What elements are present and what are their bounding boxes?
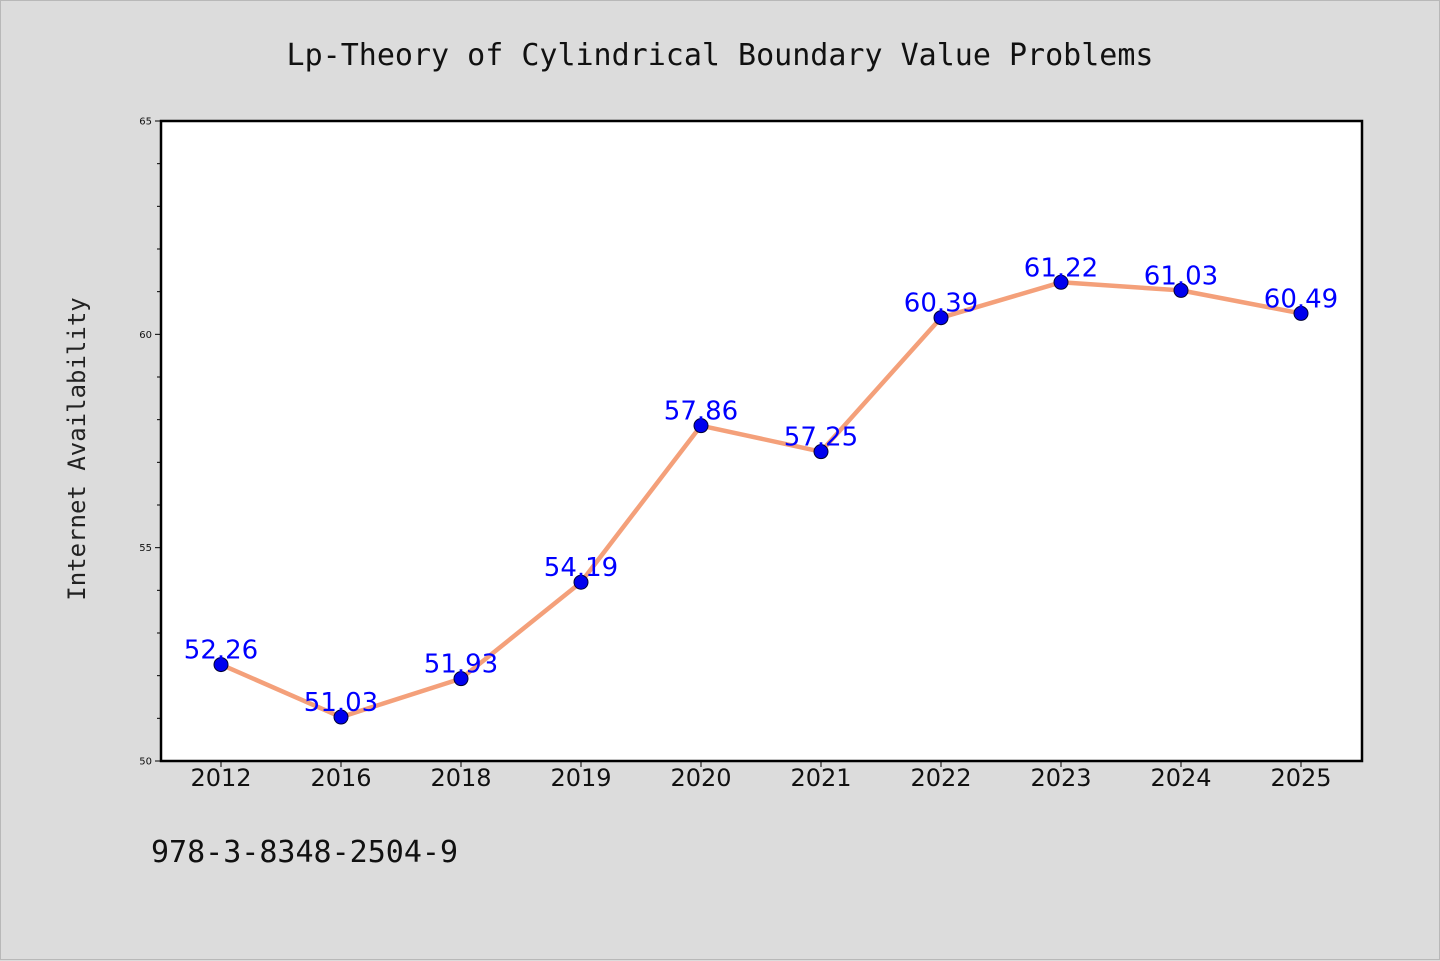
x-tick-label: 2025 xyxy=(1270,764,1331,792)
data-label: 60.49 xyxy=(1264,284,1338,314)
series-line xyxy=(218,280,1304,720)
x-tick-label: 2024 xyxy=(1150,764,1211,792)
data-label: 51.03 xyxy=(304,688,378,718)
data-label: 61.03 xyxy=(1144,261,1218,291)
data-point xyxy=(453,671,469,687)
data-label: 57.25 xyxy=(784,423,858,453)
data-point xyxy=(573,574,589,590)
data-point xyxy=(1173,282,1189,298)
data-point xyxy=(1293,305,1309,321)
data-label: 57.86 xyxy=(664,397,738,427)
data-point xyxy=(333,709,349,725)
data-point xyxy=(693,418,709,434)
data-label: 54.19 xyxy=(544,553,618,583)
y-tick-label: 50 xyxy=(139,757,152,768)
chart-title: Lp-Theory of Cylindrical Boundary Value … xyxy=(287,38,1154,73)
x-tick-label: 2019 xyxy=(550,764,611,792)
x-tick-label: 2022 xyxy=(910,764,971,792)
data-label: 52.26 xyxy=(184,636,258,666)
series-line-group xyxy=(213,274,1309,725)
data-label: 61.22 xyxy=(1024,253,1098,283)
data-point xyxy=(813,444,829,460)
y-axis-ticks: 50 55 60 65 xyxy=(139,117,161,768)
x-tick-label: 2012 xyxy=(190,764,251,792)
data-point xyxy=(213,657,229,673)
x-tick-label: 2020 xyxy=(670,764,731,792)
data-label: 60.39 xyxy=(904,289,978,319)
data-labels-group: 52.26 51.03 51.93 54.19 57.86 57.25 60.39 61.22… xyxy=(184,253,1338,718)
y-tick-label: 65 xyxy=(139,117,152,128)
x-tick-label: 2018 xyxy=(430,764,491,792)
y-tick-label: 55 xyxy=(139,543,152,554)
x-axis-ticks: 2012 2016 2018 2019 2020 2021 2022 2023 2024 2025 xyxy=(190,761,1332,792)
x-tick-label: 2021 xyxy=(790,764,851,792)
isbn-text: 978-3-8348-2504-9 xyxy=(151,835,459,870)
y-axis-label: Internet Availability xyxy=(63,297,91,600)
x-tick-label: 2016 xyxy=(310,764,371,792)
x-tick-label: 2023 xyxy=(1030,764,1091,792)
data-point xyxy=(933,310,949,326)
data-label: 51.93 xyxy=(424,650,498,680)
y-tick-label: 60 xyxy=(139,330,152,341)
data-point xyxy=(1053,274,1069,290)
